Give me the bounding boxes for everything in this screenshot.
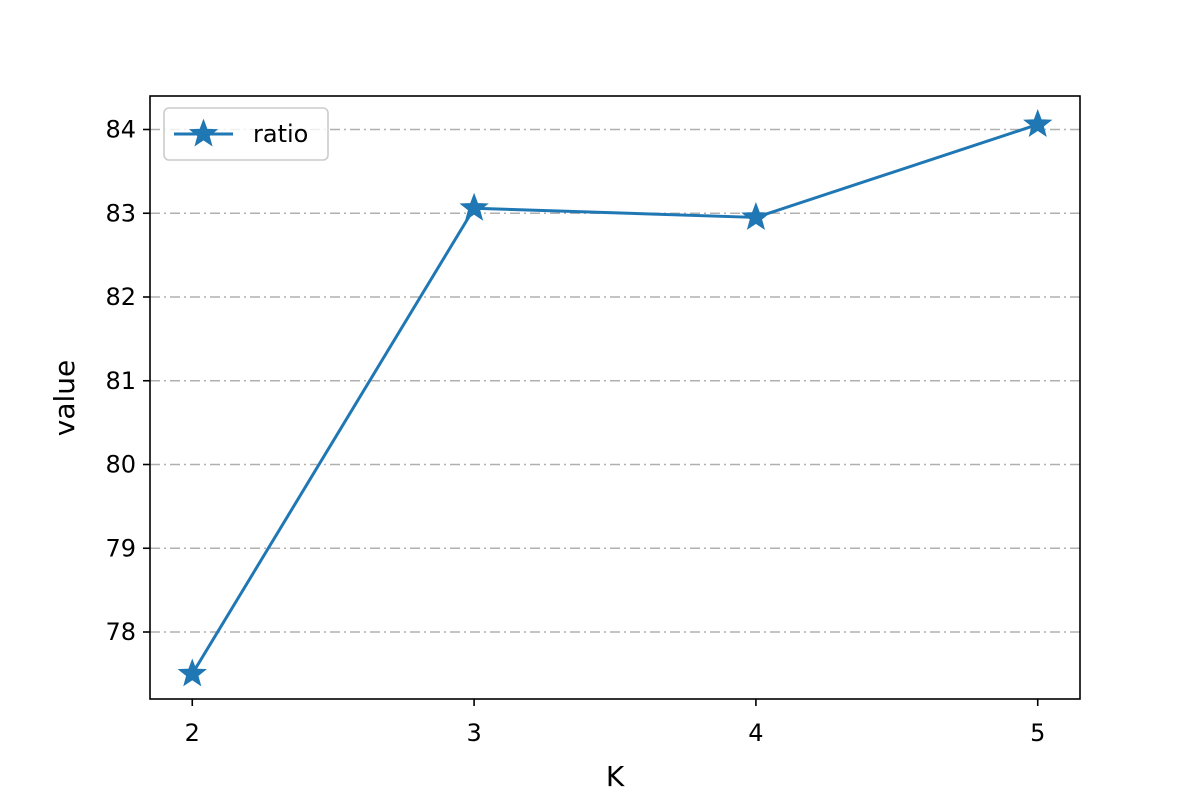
x-tick-label: 4 [748,719,763,747]
legend-label-ratio: ratio [253,120,308,148]
legend-box [163,107,329,161]
y-tick-label: 80 [105,451,136,479]
y-tick-label: 83 [105,199,136,227]
data-point-marker [1023,109,1053,137]
y-tick-label: 78 [105,618,136,646]
plot-frame [149,95,1081,700]
data-point-marker [177,658,207,687]
y-axis-label: value [48,360,81,436]
x-tick-label: 2 [185,719,200,747]
x-tick-label: 3 [466,719,481,747]
y-tick-label: 82 [105,283,136,311]
y-tick-label: 84 [105,116,136,144]
axis-ticks: 78 79 80 81 82 83 84 2 3 4 5 [105,116,1045,748]
series-layer [177,109,1053,687]
legend: ratio [163,107,329,161]
series-line-ratio [190,123,1039,675]
data-point-marker [741,202,771,230]
y-tick-label: 79 [105,534,136,562]
legend-star-marker [188,118,219,147]
x-axis-label: K [606,760,625,793]
gridlines [150,128,1080,633]
data-point-marker [459,192,489,221]
y-tick-label: 81 [105,367,136,395]
x-tick-label: 5 [1030,719,1045,747]
